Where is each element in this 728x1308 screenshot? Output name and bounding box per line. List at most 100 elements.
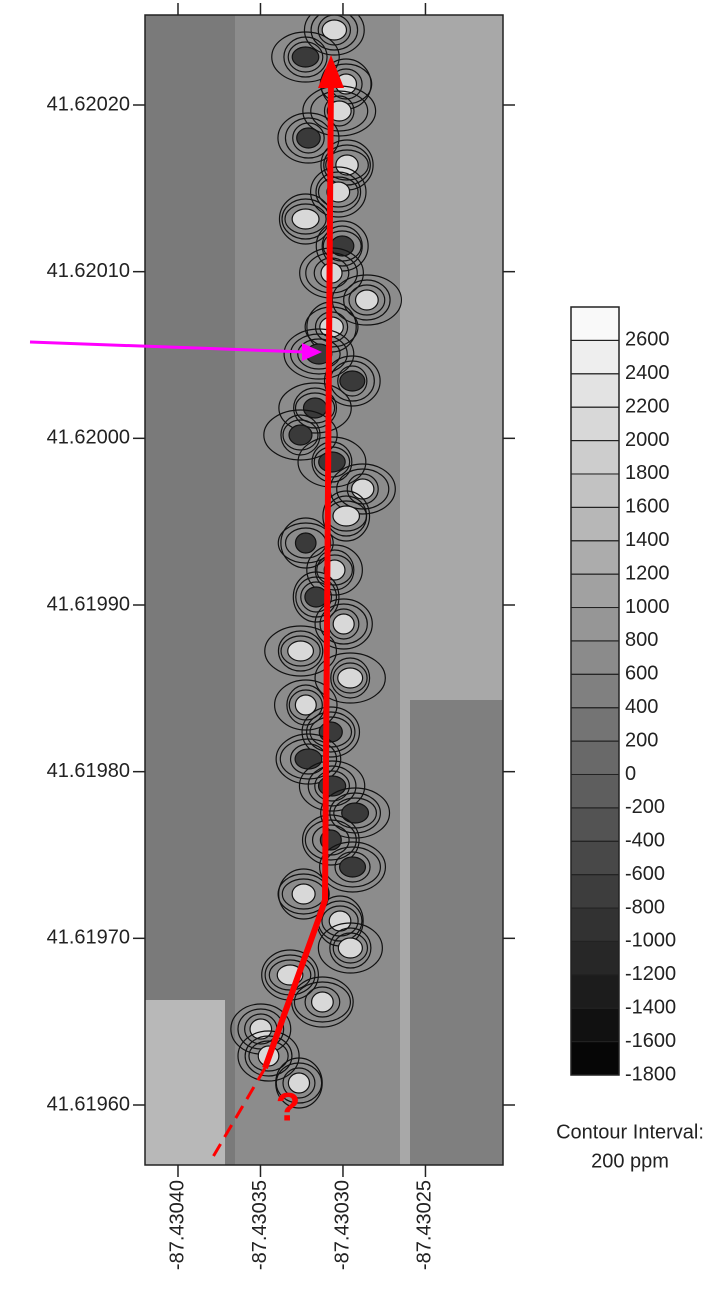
contour-line [294,532,317,554]
contour-line [292,571,340,623]
contour-line [339,856,367,878]
contour-line [330,657,371,699]
colorbar-label: 400 [625,696,658,718]
contour-line [339,370,366,392]
contour-line [301,706,361,758]
contour-line [293,981,352,1023]
colorbar-label: 2200 [625,395,670,417]
contour-line [332,505,361,527]
colorbar-band [570,540,620,575]
contour-line [297,338,341,370]
contour-line [341,802,370,824]
contour-line [351,478,375,500]
contour-line [325,149,369,181]
contour-line [317,15,352,46]
contour-line [296,127,321,149]
contour-line [321,225,363,267]
contour-line [315,171,362,213]
colorbar-band [570,673,620,709]
colorbar-label: 0 [625,763,636,785]
colorbar-label: -1600 [625,1030,676,1052]
colorbar-band [570,807,620,842]
contour-line [316,554,353,586]
contour-line [294,748,323,770]
contour-line [301,814,360,866]
plot-frame [144,14,504,1166]
colorbar-band [570,740,620,775]
contour-line [337,667,364,689]
contour-line [322,490,371,542]
contour-line [298,760,366,812]
colorbar-label: 1000 [625,596,670,618]
contour-line [280,414,321,456]
x-tick-label: -87.43040 [166,1180,188,1270]
contour-line [275,1057,323,1109]
contour-line [249,1018,273,1040]
colorbar-band [570,773,620,809]
colorbar-band [570,440,620,475]
x-tick-label: -87.43030 [331,1180,353,1270]
colorbar-band [570,506,620,542]
colorbar-label: 2600 [625,329,670,351]
colorbar-label: -600 [625,863,665,885]
colorbar-band [570,940,620,976]
contour-line [291,46,320,68]
y-tick-label: 41.61980 [47,760,130,782]
contour-line [323,95,355,127]
colorbar-label: -1800 [625,1063,676,1085]
contour-line [314,652,386,704]
colorbar-band [570,707,620,742]
contour-line [320,787,391,839]
contour-line [277,522,334,564]
contour-line [332,932,369,964]
legend-note: 200 ppm [591,1150,669,1172]
colorbar-band [570,373,620,408]
contour-line [284,203,327,235]
contour-line [283,36,328,78]
contour-line [289,333,348,375]
contour-line [334,851,371,883]
contour-line [304,586,328,608]
colorbar-band [570,339,620,375]
colorbar-label: -800 [625,896,665,918]
contour-line [329,927,372,969]
annotation: ? [276,1086,300,1130]
contour-line [273,679,338,731]
contour-line [306,544,363,596]
contour-line [293,387,338,429]
colorbar-label: -1200 [625,963,676,985]
contour-line [291,883,316,905]
contour-line [300,581,333,613]
contour-line [313,446,351,478]
contour-line [287,640,315,662]
contour-line [314,549,355,591]
contour-line [279,738,338,780]
contour-line [264,625,338,677]
contour-line [287,41,324,73]
x-tick-label: -87.43035 [249,1180,271,1270]
contour-line [310,991,334,1013]
contour-line [337,365,368,397]
contour-line [304,986,341,1018]
colorbar-band [570,607,620,642]
contour-line [278,382,352,434]
contour-field [145,15,503,1165]
contour-line [294,392,336,424]
colorbar-label: 1600 [625,496,670,518]
contour-line [310,90,369,132]
contour-line [337,937,363,959]
y-tick-label: 41.62020 [47,93,130,115]
y-tick-label: 41.61970 [47,927,130,949]
colorbar-label: 2000 [625,429,670,451]
contour-line [294,694,317,716]
contour-line [277,112,340,164]
contour-line [278,868,330,920]
y-tick-label: 41.62000 [47,427,130,449]
colorbar-label: -1400 [625,996,676,1018]
contour-line [277,630,324,672]
contour-line [244,1035,293,1077]
colorbar-band [570,840,620,876]
colorbar-band [570,640,620,675]
contour-line [309,166,367,218]
contour-line [332,662,368,694]
